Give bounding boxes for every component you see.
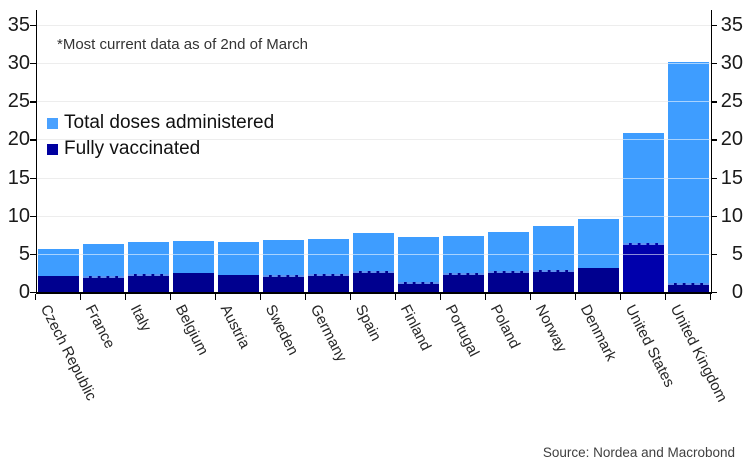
x-axis-label-france: France — [81, 302, 119, 352]
x-tick — [124, 293, 127, 300]
x-axis-label-belgium: Belgium — [171, 302, 212, 359]
x-tick — [169, 293, 172, 300]
y-tick-left — [29, 63, 36, 65]
legend-label: Total doses administered — [64, 112, 275, 133]
legend-item-1: Fully vaccinated — [47, 136, 274, 162]
y-axis-left — [35, 10, 37, 293]
x-tick — [349, 293, 352, 300]
y-axis-right — [710, 10, 712, 293]
y-tick-left — [29, 139, 36, 141]
legend-label: Fully vaccinated — [64, 138, 201, 159]
x-tick — [34, 293, 37, 300]
y-tick-label-left: 10 — [7, 204, 30, 227]
bar-fully-norway — [532, 269, 574, 292]
gridline-overlay — [35, 215, 711, 217]
x-tick — [709, 293, 712, 300]
x-tick — [484, 293, 487, 300]
legend-item-0: Total doses administered — [47, 110, 274, 136]
bar-fully-france — [82, 275, 124, 292]
y-tick-label-right: 0 — [731, 281, 743, 303]
gridline-overlay — [35, 63, 711, 65]
bar-fully-finland — [397, 282, 439, 292]
bar-fully-germany — [307, 273, 349, 292]
y-tick-left — [29, 253, 36, 256]
y-tick-right — [711, 63, 717, 65]
bar-fully-poland — [487, 271, 529, 292]
bar-fully-spain — [352, 271, 394, 292]
chart-annotation: *Most current data as of 2nd of March — [57, 36, 308, 53]
y-tick-label-left: 30 — [7, 52, 30, 75]
bar-fully-united-states — [622, 243, 664, 292]
y-tick-left — [29, 101, 36, 103]
x-axis-label-poland: Poland — [486, 302, 524, 352]
x-axis-label-sweden: Sweden — [261, 302, 302, 359]
x-axis-label-austria: Austria — [216, 302, 254, 352]
y-tick-right — [711, 177, 717, 179]
x-axis-label-united-kingdom: United Kingdom — [666, 302, 731, 405]
bar-fully-portugal — [442, 272, 484, 292]
x-tick — [259, 293, 262, 300]
x-tick — [439, 293, 442, 300]
y-tick-label-left: 20 — [7, 128, 30, 151]
x-axis-label-denmark: Denmark — [576, 302, 620, 364]
legend-swatch-icon — [47, 117, 58, 129]
y-tick-right — [711, 139, 717, 141]
x-axis-label-italy: Italy — [126, 302, 155, 335]
x-axis-label-finland: Finland — [396, 302, 435, 354]
gridline-overlay — [35, 139, 711, 141]
y-tick-label-left: 0 — [18, 281, 30, 303]
x-tick — [529, 293, 532, 300]
x-tick — [214, 293, 217, 300]
gridline-overlay — [35, 177, 711, 179]
x-axis-label-portugal: Portugal — [441, 302, 483, 360]
y-tick-label-right: 35 — [720, 14, 743, 36]
y-tick-label-right: 15 — [720, 166, 743, 189]
gridline-overlay — [35, 253, 711, 255]
y-tick-right — [711, 215, 717, 217]
gridline-overlay — [35, 25, 711, 26]
y-tick-right — [711, 292, 717, 294]
y-tick-right — [711, 101, 717, 103]
bar-fully-italy — [127, 273, 169, 292]
x-tick — [574, 293, 577, 300]
bar-fully-united-kingdom — [667, 282, 709, 292]
bar-fully-czech-republic — [37, 275, 79, 292]
x-tick — [79, 293, 82, 300]
x-tick — [394, 293, 397, 300]
source-note: Source: Nordea and Macrobond — [542, 445, 735, 460]
y-tick-label-right: 30 — [720, 52, 743, 75]
y-tick-label-left: 35 — [7, 14, 30, 36]
x-tick — [619, 293, 622, 300]
y-tick-right — [711, 25, 717, 27]
y-tick-label-left: 25 — [7, 90, 30, 113]
bar-total-united-kingdom — [667, 62, 709, 292]
bar-fully-belgium — [172, 272, 214, 292]
y-tick-label-left: 15 — [7, 166, 30, 189]
y-tick-label-right: 20 — [720, 128, 743, 151]
y-tick-left — [29, 177, 36, 179]
x-axis — [35, 292, 712, 294]
y-tick-label-right: 25 — [720, 90, 743, 113]
y-tick-right — [711, 253, 717, 256]
x-axis-label-spain: Spain — [351, 302, 385, 344]
x-axis-label-germany: Germany — [306, 302, 351, 365]
x-axis-label-norway: Norway — [531, 302, 571, 356]
y-tick-label-right: 10 — [720, 204, 743, 227]
legend-swatch-icon — [47, 143, 58, 155]
x-tick — [664, 293, 667, 300]
bar-fully-austria — [217, 275, 259, 292]
y-tick-left — [29, 25, 36, 27]
chart-legend: Total doses administered Fully vaccinated — [47, 110, 274, 162]
bar-fully-sweden — [262, 275, 304, 292]
y-tick-left — [29, 292, 36, 294]
y-tick-left — [29, 215, 36, 217]
y-tick-label-left: 5 — [18, 242, 30, 265]
gridline-overlay — [35, 101, 711, 103]
bar-fully-denmark — [577, 268, 619, 292]
y-tick-label-right: 5 — [731, 242, 743, 265]
x-tick — [304, 293, 307, 300]
